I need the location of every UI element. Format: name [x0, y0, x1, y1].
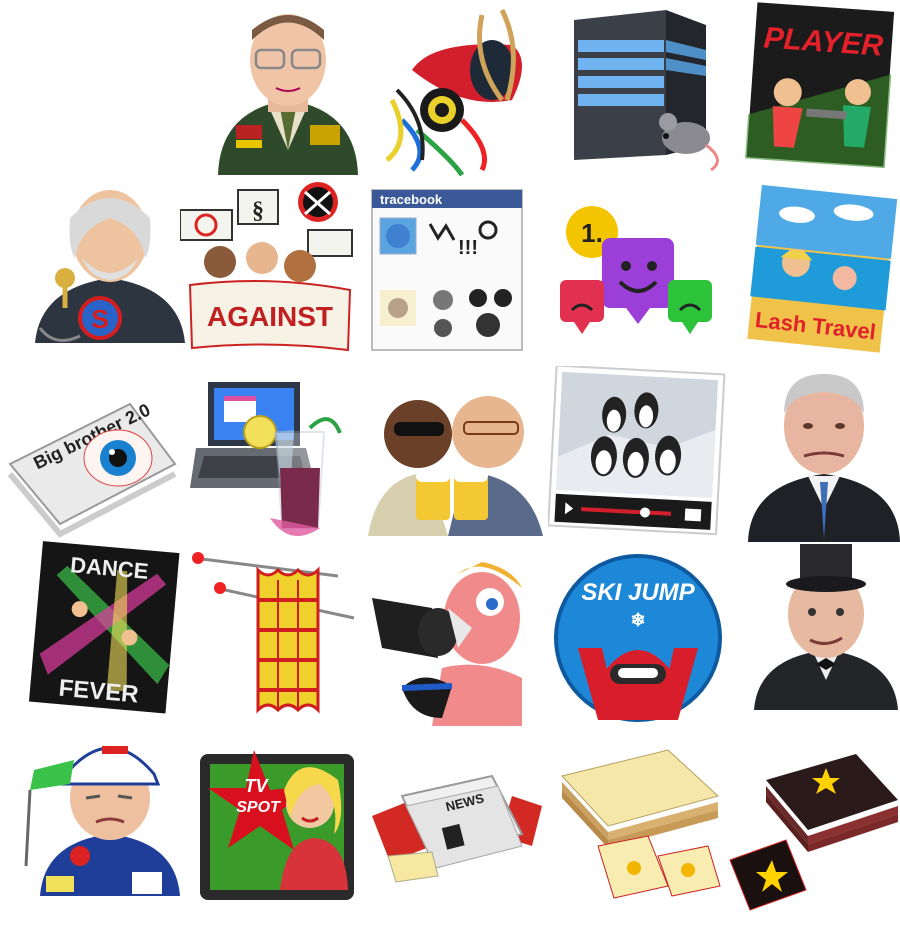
protest-banner: AGAINST [207, 301, 333, 332]
ski-jump-badge-icon: SKI JUMP ❄ [548, 552, 728, 732]
sign-symbol: § [252, 198, 264, 224]
ski-jump-title: SKI JUMP [581, 579, 695, 606]
protest-against-icon: § AGAINST [180, 180, 360, 360]
top-hat-man-icon [736, 540, 900, 720]
tv-spot-line2: SPOT [236, 799, 281, 816]
tracebook-header: tracebook [380, 192, 443, 207]
newspaper-pile-icon: NEWS [372, 756, 552, 936]
dance-fever-poster-icon: DANCE FEVER [22, 540, 202, 720]
server-mouse-icon [556, 0, 736, 180]
superhero-man-icon: S [20, 178, 200, 358]
tv-spot-icon: TV SPOT [190, 730, 370, 910]
card-stack-yellow-icon [548, 736, 728, 916]
punch-face-icon [372, 548, 552, 728]
politician-dark-suit-icon [734, 364, 900, 544]
tv-spot-line1: TV [244, 776, 269, 796]
card-stack-black-icon [726, 740, 900, 920]
general-portrait-icon [198, 0, 378, 180]
knitting-needles-icon [188, 550, 368, 730]
tracebook-profile-icon: tracebook !!! [368, 180, 548, 360]
icon-grid: PLAYER S § [0, 0, 900, 911]
player-poster-icon: PLAYER [738, 0, 900, 180]
tracebook-symbols: !!! [458, 237, 478, 259]
laptop-cocktail-icon [190, 378, 370, 558]
lash-travel-poster-icon: Lash Travel [735, 184, 900, 364]
stethoscope-cables-icon [372, 0, 552, 180]
racing-driver-icon [20, 726, 200, 906]
rank-badge: 1. [581, 218, 603, 248]
toasting-men-icon [368, 376, 548, 556]
penguin-video-icon [548, 366, 728, 546]
rank-faces-icon: 1. [556, 196, 736, 376]
hero-emblem: S [91, 304, 108, 334]
snowflake-icon: ❄ [630, 610, 645, 630]
big-brother-newspaper-icon: Big brother 2.0 [0, 374, 180, 554]
